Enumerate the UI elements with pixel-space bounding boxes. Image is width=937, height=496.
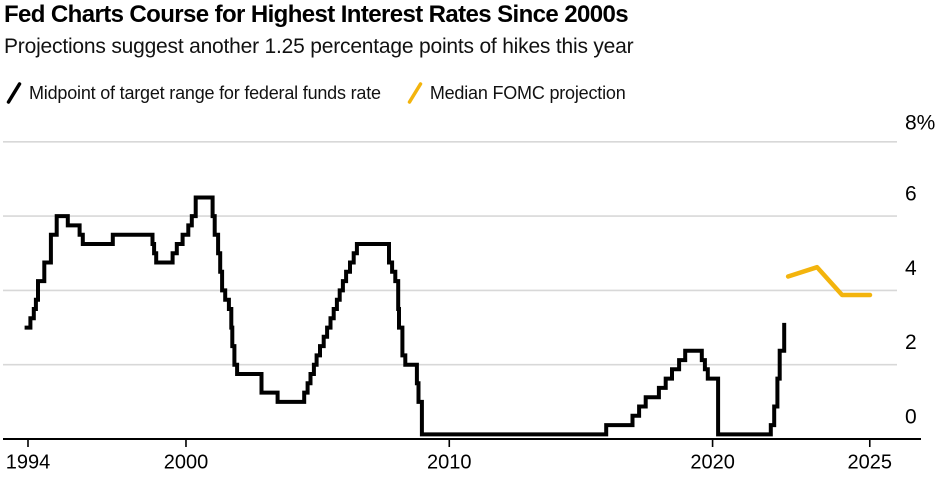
- fomc-projection-line: [785, 264, 873, 298]
- legend-item-fed-funds: Midpoint of target range for federal fun…: [6, 81, 381, 105]
- legend-swatch-projection: [407, 82, 423, 104]
- x-tick-label: 2020: [690, 452, 735, 474]
- black-slash-icon: [6, 82, 22, 104]
- legend-label-fed-funds: Midpoint of target range for federal fun…: [29, 82, 381, 103]
- x-tick-label: 1994: [6, 452, 51, 474]
- y-tick-label: 2: [905, 331, 917, 354]
- y-tick-label: 6: [905, 183, 917, 206]
- legend-item-projection: Median FOMC projection: [407, 81, 626, 105]
- x-tick-label: 2000: [164, 452, 209, 474]
- y-tick-label: 0: [905, 406, 917, 429]
- x-tick-label: 2025: [848, 452, 893, 474]
- chart-subtitle: Projections suggest another 1.25 percent…: [4, 35, 634, 58]
- legend: Midpoint of target range for federal fun…: [6, 81, 626, 105]
- series-lines: [24, 195, 873, 437]
- x-tick-label: 2010: [427, 452, 472, 474]
- y-axis-labels: 8% 6 4 2 0: [905, 111, 935, 428]
- y-tick-label: 8%: [905, 111, 935, 134]
- legend-label-projection: Median FOMC projection: [429, 82, 626, 103]
- yellow-slash-icon: [407, 82, 423, 104]
- fed-funds-rate-line: [24, 195, 787, 437]
- y-tick-label: 4: [905, 257, 917, 280]
- x-axis: 1994 2000 2010 2020 2025: [3, 438, 921, 474]
- gridlines: [3, 141, 897, 366]
- chart-title: Fed Charts Course for Highest Interest R…: [4, 1, 629, 28]
- legend-swatch-fed-funds: [6, 82, 22, 104]
